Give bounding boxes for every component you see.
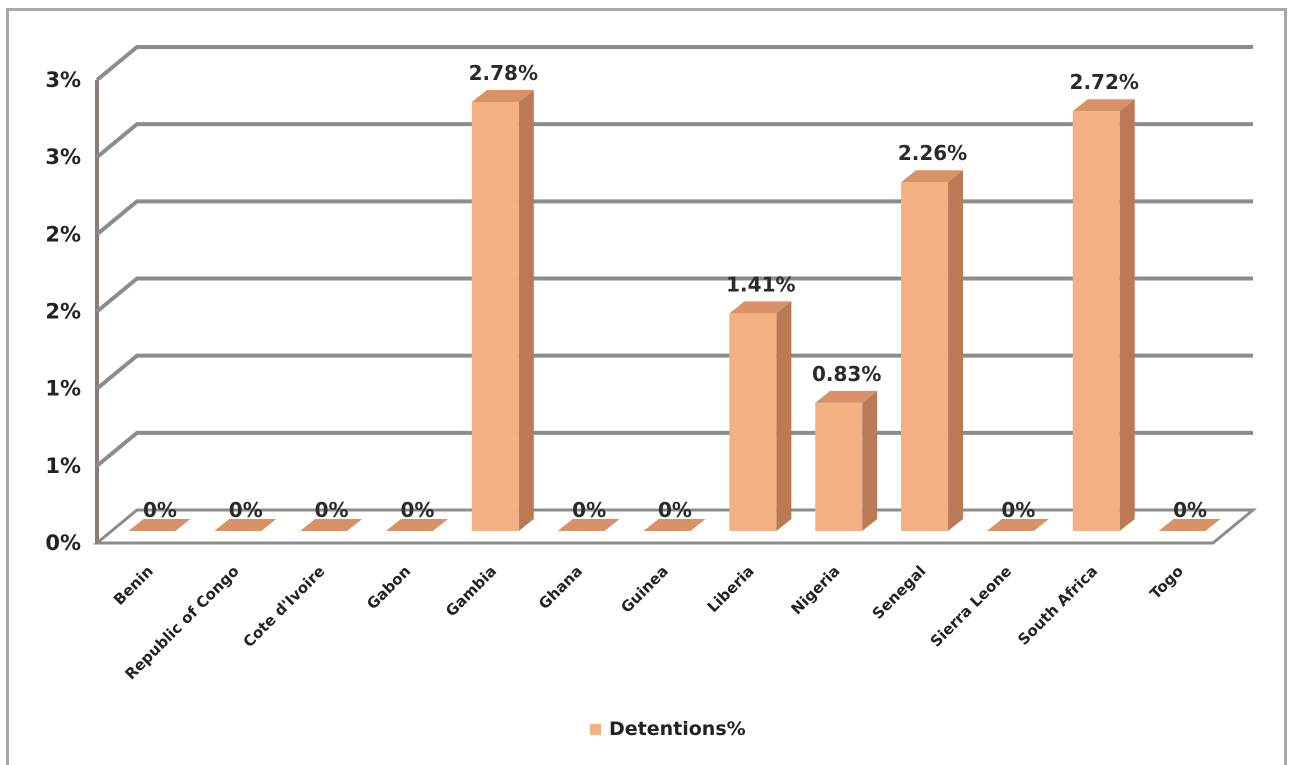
data-label: 0% [1173, 498, 1207, 522]
data-label: 0% [658, 498, 692, 522]
data-label: 0% [315, 498, 349, 522]
bar [815, 390, 878, 531]
gridline [95, 122, 1253, 159]
y-tick-label: 3% [45, 68, 81, 92]
bar [986, 519, 1049, 531]
legend-label: Detentions% [609, 718, 746, 740]
bar [214, 519, 277, 531]
category-label: Ghana [535, 562, 586, 613]
data-label: 2.26% [898, 141, 967, 165]
category-label: Cote d'Ivoire [240, 562, 329, 651]
y-tick-label: 1% [45, 454, 81, 478]
data-label: 0% [143, 498, 177, 522]
category-label: South Africa [1014, 562, 1101, 649]
category-label: Sierra Leone [927, 562, 1015, 650]
bar-top [300, 519, 363, 531]
gridlines [95, 45, 1253, 468]
data-label: 0.83% [812, 362, 881, 386]
bar [1072, 99, 1135, 532]
bar-top [1072, 99, 1135, 112]
data-label: 0% [229, 498, 263, 522]
bar [471, 89, 534, 531]
legend-swatch [590, 723, 601, 735]
gridline [95, 430, 1253, 468]
bars [128, 89, 1221, 532]
bar [729, 301, 792, 531]
category-label: Gambia [442, 562, 500, 620]
category-label: Senegal [869, 562, 930, 623]
y-tick-label: 1% [45, 377, 81, 401]
data-label: 0% [1001, 498, 1035, 522]
bar-top [1158, 519, 1221, 531]
category-label: Togo [1146, 562, 1187, 603]
category-label: Liberia [704, 562, 758, 616]
data-label: 0% [572, 498, 606, 522]
gridline [95, 199, 1253, 236]
bar-front [901, 182, 949, 531]
category-label: Nigeria [787, 562, 843, 618]
category-label: Gabon [363, 562, 414, 613]
bar-front [471, 101, 519, 531]
y-tick-label: 2% [45, 222, 81, 246]
category-label: Guinea [617, 562, 672, 617]
bar [557, 519, 620, 531]
data-label: 2.78% [469, 61, 538, 85]
bar-front [729, 313, 777, 531]
bar-side [776, 301, 792, 531]
bar-top [901, 170, 964, 183]
bar-top [385, 519, 448, 531]
legend: Detentions% [590, 716, 746, 742]
y-tick-label: 0% [45, 531, 81, 555]
bar-top [815, 390, 878, 403]
bar-top [214, 519, 277, 531]
gridline [95, 276, 1253, 314]
bar-side [518, 89, 534, 531]
bar-top [729, 301, 792, 314]
bar-top [128, 519, 191, 531]
y-tick-label: 2% [45, 300, 81, 324]
bar-top [557, 519, 620, 531]
category-label: Benin [110, 562, 157, 609]
bar-top [986, 519, 1049, 531]
gridline [95, 353, 1253, 391]
bar-side [948, 170, 964, 531]
bar [1158, 519, 1221, 531]
data-labels: 0% 0% 0% 0% 2.78% 0% 0% 1.41% 0.83% 2.26% 0% 2.72% 0… [143, 61, 1207, 522]
bar-top [643, 519, 706, 531]
y-tick-label: 3% [45, 145, 81, 169]
bar-front [1072, 111, 1120, 532]
bar-front [815, 402, 863, 531]
bar [128, 519, 191, 531]
bar-side [1119, 99, 1135, 532]
bar-side [862, 390, 878, 531]
bar [300, 519, 363, 531]
data-label: 1.41% [726, 272, 795, 296]
data-label: 2.72% [1070, 70, 1139, 94]
bar-top [471, 89, 534, 102]
bar [901, 170, 964, 531]
y-axis-ticks: 0% 1% 1% 2% 2% 3% 3% [45, 68, 81, 555]
gridline [95, 45, 1253, 82]
bar [643, 519, 706, 531]
bar [385, 519, 448, 531]
data-label: 0% [400, 498, 434, 522]
